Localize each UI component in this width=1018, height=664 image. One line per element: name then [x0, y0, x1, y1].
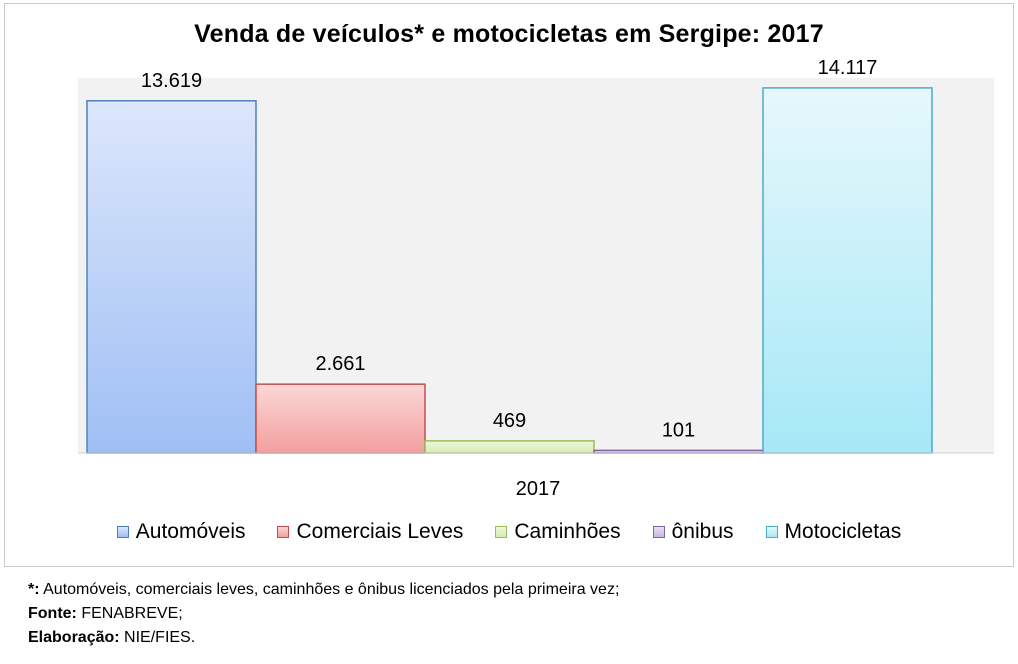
x-tick-label: 2017: [516, 478, 561, 500]
chart-title: Venda de veículos* e motocicletas em Ser…: [194, 20, 824, 48]
bar-comerciais-leves: [255, 383, 426, 454]
legend-swatch: [652, 526, 665, 538]
legend-item: Comerciais Leves: [277, 520, 463, 544]
bar-caminhões: [424, 440, 595, 454]
data-label-ônibus: 101: [662, 419, 695, 441]
legend-swatch: [277, 526, 290, 538]
data-label-motocicletas: 14.117: [818, 57, 878, 79]
legend-swatch: [495, 526, 508, 538]
bar-automóveis: [86, 100, 257, 454]
footnotes: *: Automóveis, comerciais leves, caminhõ…: [28, 578, 619, 650]
footnote-asterisk: *: Automóveis, comerciais leves, caminhõ…: [28, 581, 620, 598]
legend-swatch: [765, 526, 778, 538]
legend-swatch: [116, 526, 129, 538]
bar-motocicletas: [762, 87, 933, 454]
legend-item: ônibus: [652, 520, 734, 544]
legend-item: Motocicletas: [765, 520, 902, 544]
legend: Automóveis Comerciais Leves Caminhões ônibu…: [0, 520, 1018, 544]
footnote-elaboration: Elaboração: NIE/FIES.: [28, 629, 196, 646]
bar-chart: 13.619 2.661 469 101 14.117 2017: [78, 57, 994, 500]
legend-label: Caminhões: [514, 520, 621, 543]
data-label-comerciais-leves: 2.661: [315, 353, 365, 375]
legend-label: Motocicletas: [784, 520, 902, 543]
legend-label: ônibus: [671, 520, 734, 543]
data-label-automóveis: 13.619: [141, 70, 202, 92]
legend-item: Automóveis: [116, 520, 246, 544]
legend-label: Comerciais Leves: [296, 520, 464, 543]
footnote-source: Fonte: FENABREVE;: [28, 605, 183, 622]
data-label-caminhões: 469: [493, 410, 526, 432]
legend-item: Caminhões: [495, 520, 621, 544]
legend-label: Automóveis: [135, 520, 246, 543]
